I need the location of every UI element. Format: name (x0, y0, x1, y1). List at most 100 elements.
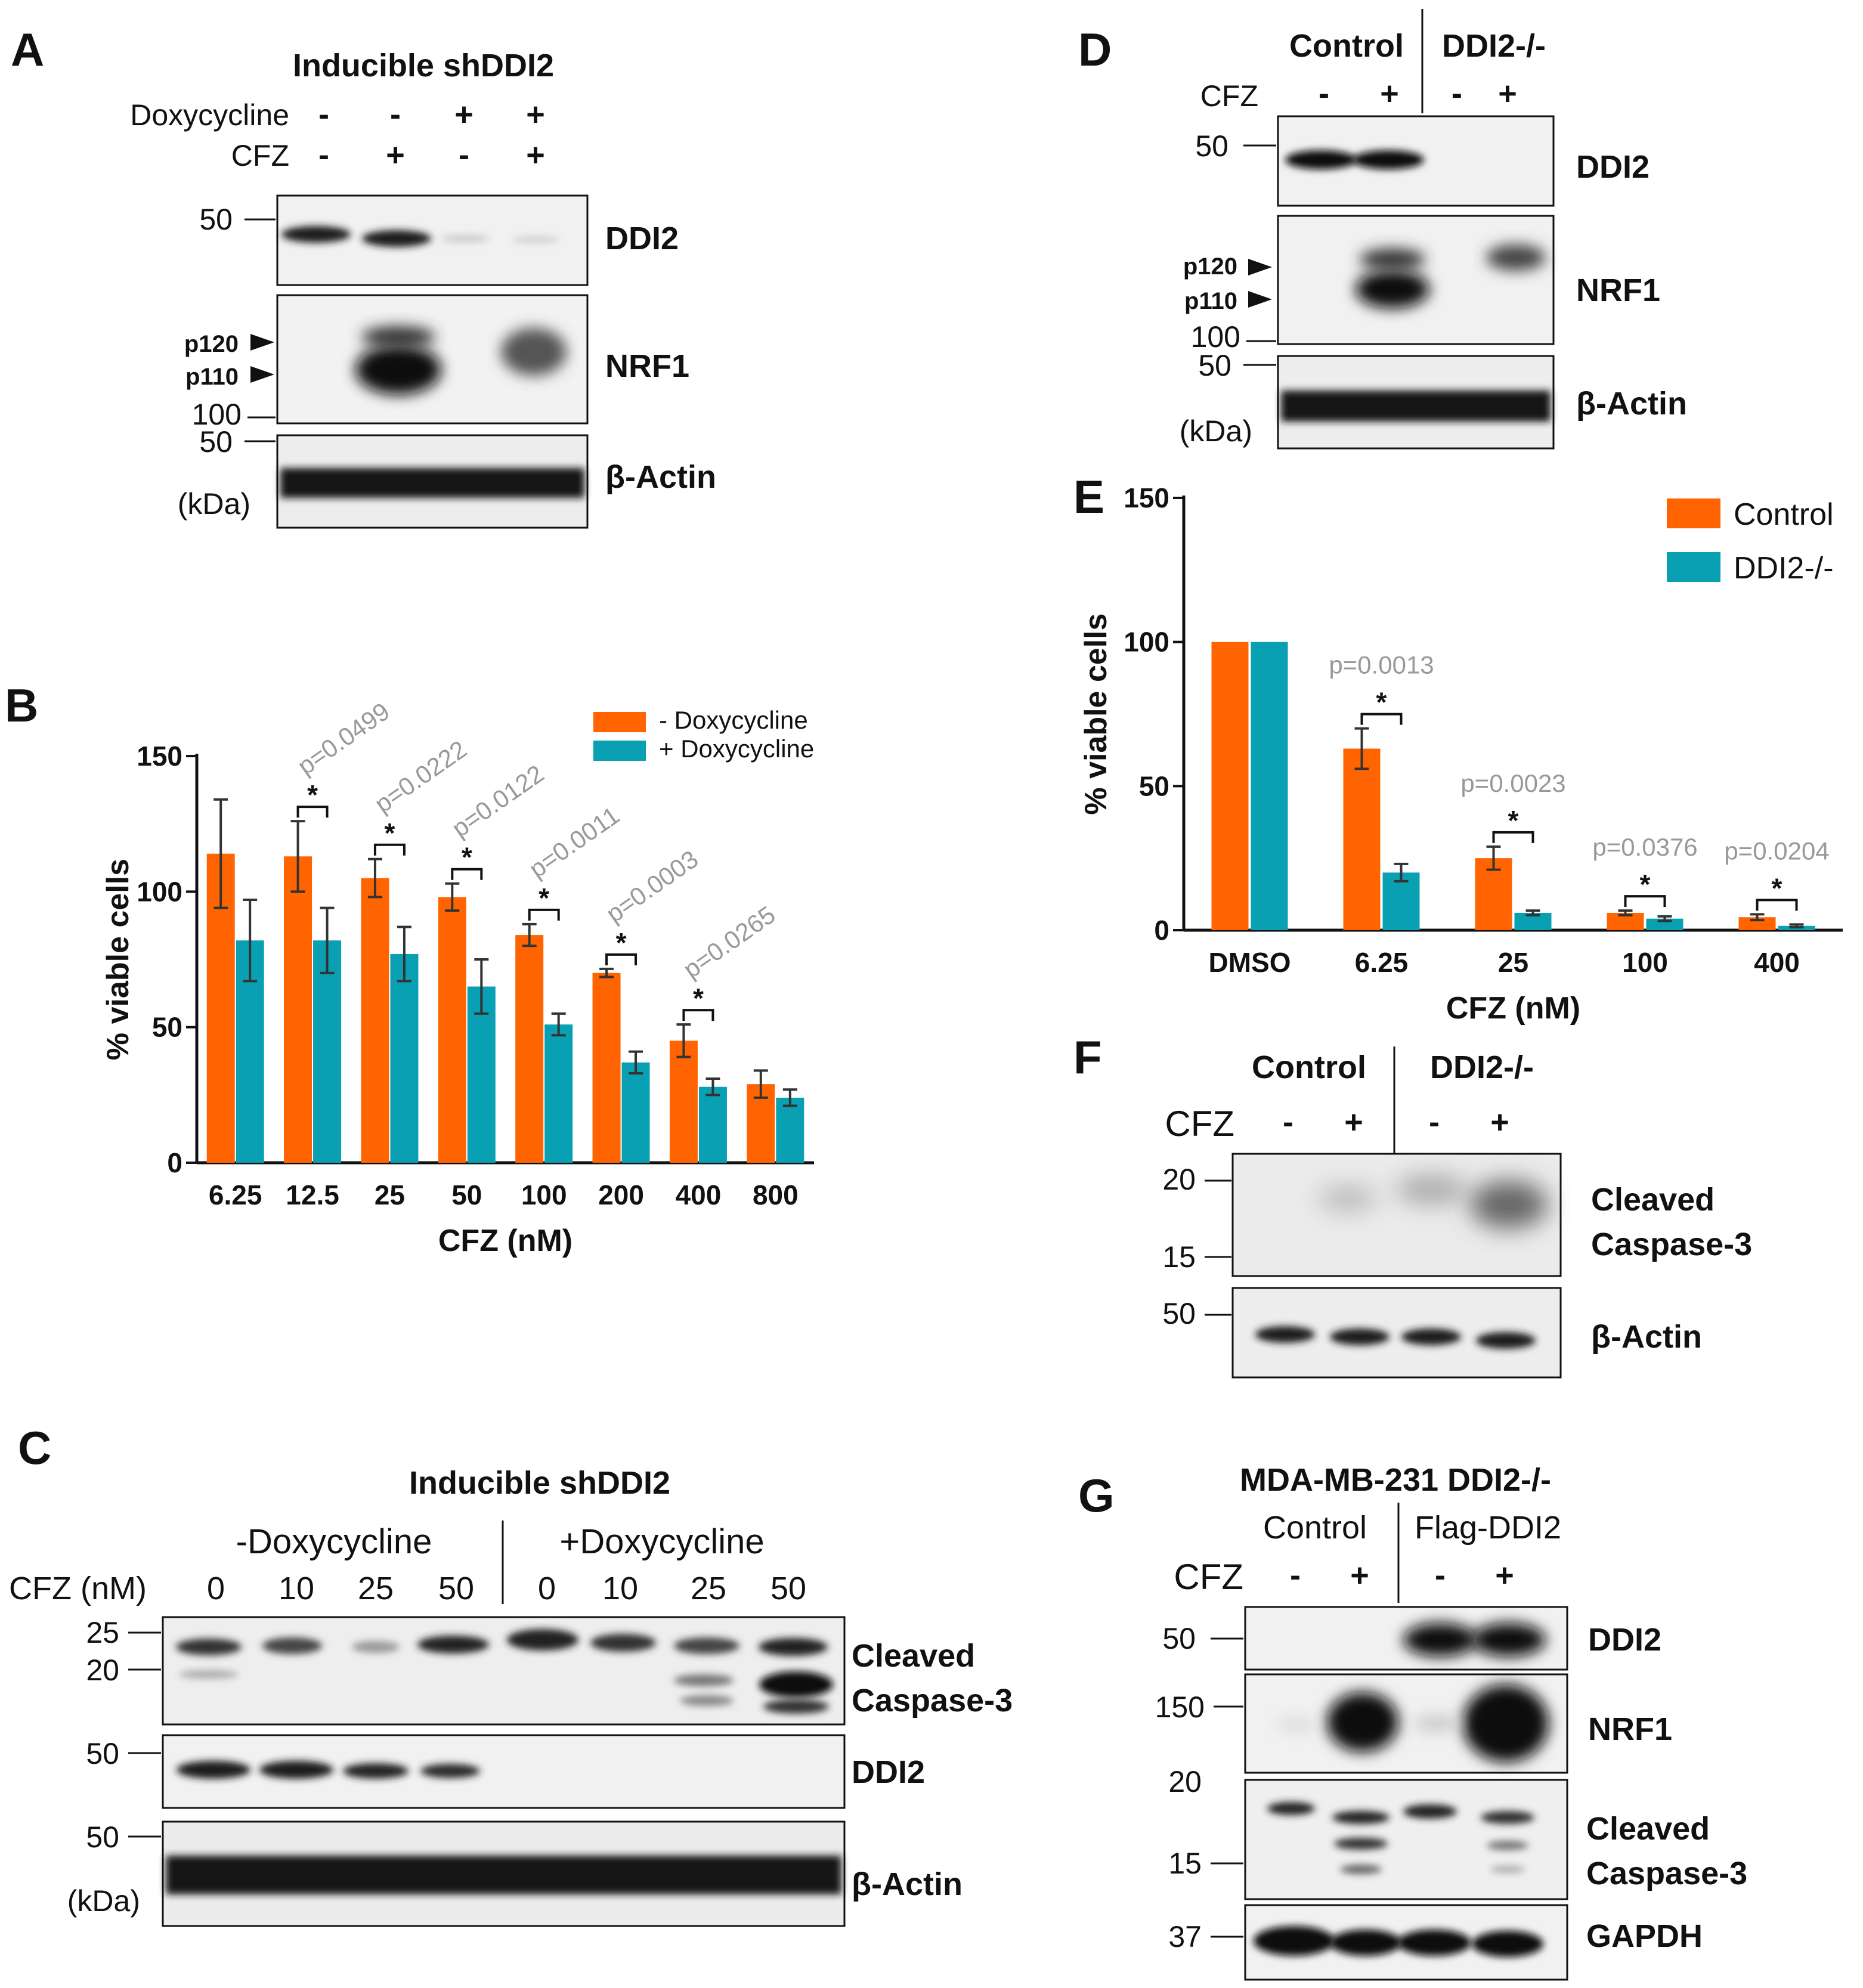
panel-e: E 0 50 100 150 DMSO 6.25 25 100 400 CFZ (nM) % via… (1073, 470, 1843, 1026)
group-label: Control (1252, 1049, 1366, 1085)
mw-marker: 20 (1162, 1163, 1196, 1196)
row-label: CFZ (nM) (9, 1571, 147, 1606)
significance-bracket (1360, 713, 1403, 725)
sign: + (1490, 1104, 1509, 1140)
x-tick-label: 25 (375, 1179, 405, 1210)
significance-star: * (462, 842, 472, 873)
significance-star: * (1508, 805, 1519, 836)
blot-label: DDI2 (1588, 1622, 1661, 1658)
band (1332, 1811, 1389, 1824)
blot-label: Cleaved (1591, 1182, 1715, 1218)
mw-marker: 15 (1168, 1847, 1202, 1880)
x-tick-label: 800 (753, 1179, 799, 1210)
blot-label: Cleaved (1586, 1811, 1710, 1847)
p-value: p=0.0499 (292, 697, 394, 781)
band (280, 468, 584, 498)
x-tick-label: 25 (1498, 947, 1528, 978)
band (355, 345, 441, 395)
band (1285, 150, 1357, 169)
dose: 10 (278, 1571, 314, 1606)
panel-a-title: Inducible shDDI2 (293, 48, 554, 83)
legend-swatch (1667, 552, 1720, 582)
kda-label: (kDa) (67, 1884, 140, 1918)
panel-a-label: A (11, 23, 44, 76)
blot-label: NRF1 (1576, 273, 1660, 308)
sign: + (1495, 1557, 1514, 1593)
mw-marker: 37 (1168, 1920, 1202, 1953)
group-label: DDI2-/- (1442, 28, 1546, 64)
significance-bracket (605, 953, 637, 965)
blot-label: Caspase-3 (1586, 1856, 1747, 1891)
panel-a: A Inducible shDDI2 Doxycycline CFZ - - +… (11, 23, 716, 529)
mw-marker: 50 (86, 1820, 119, 1854)
bar (467, 986, 496, 1163)
sign: + (1344, 1104, 1363, 1140)
sign: - (1429, 1104, 1440, 1140)
band (1403, 1623, 1477, 1656)
x-tick-label: 6.25 (209, 1179, 262, 1210)
blot-label: DDI2 (1576, 149, 1650, 185)
band (759, 1671, 833, 1698)
y-tick-label: 0 (167, 1147, 182, 1178)
mw-marker: 150 (1155, 1690, 1205, 1724)
band (1281, 391, 1551, 422)
band (1353, 150, 1424, 169)
panel-a-sign: + (526, 137, 545, 173)
bar (361, 878, 389, 1163)
band (1481, 1811, 1534, 1824)
band (176, 1639, 242, 1655)
panel-a-sign: + (526, 97, 545, 132)
significance-star: * (1772, 872, 1782, 903)
y-axis-title: % viable cells (101, 859, 135, 1060)
blot-caspase (1244, 1779, 1568, 1900)
x-tick-label: 100 (521, 1179, 567, 1210)
mw-marker: p120 (1183, 253, 1237, 280)
x-tick-label: 200 (598, 1179, 644, 1210)
panel-d: D Control DDI2-/- CFZ - + - + DDI2 50 NR… (1078, 9, 1687, 450)
band (1356, 270, 1429, 308)
sign: - (1435, 1557, 1446, 1593)
blot-label: Caspase-3 (852, 1683, 1013, 1718)
bar (698, 1086, 727, 1163)
blot-label: DDI2 (605, 221, 679, 256)
p-value: p=0.0013 (1329, 651, 1434, 679)
legend-swatch (1667, 498, 1720, 528)
p-value: p=0.0003 (601, 845, 703, 928)
sign: - (1452, 76, 1462, 112)
kda-label: (kDa) (178, 487, 250, 521)
dose: 0 (538, 1571, 556, 1606)
band (1472, 1931, 1543, 1957)
blot-label: Caspase-3 (1591, 1227, 1752, 1262)
panel-f: F Control DDI2-/- CFZ - + - + Cleaved Ca… (1073, 1031, 1752, 1379)
significance-star: * (307, 779, 318, 810)
mw-marker: 50 (1162, 1622, 1196, 1655)
bar (390, 953, 419, 1163)
group-label: Control (1263, 1510, 1367, 1546)
bar (1738, 917, 1776, 930)
dose: 10 (602, 1571, 638, 1606)
mw-marker: 20 (1168, 1765, 1202, 1798)
y-tick-label: 150 (137, 741, 182, 772)
band (1463, 1684, 1549, 1762)
legend-swatch (593, 741, 646, 761)
dose: 0 (207, 1571, 225, 1606)
group-label: -Doxycycline (236, 1522, 432, 1561)
x-tick-label: 6.25 (1355, 947, 1409, 978)
band (1254, 1926, 1335, 1956)
panel-g: G MDA-MB-231 DDI2-/- Control Flag-DDI2 C… (1078, 1462, 1747, 1981)
mw-marker: p110 (185, 364, 239, 390)
band (1487, 1841, 1528, 1850)
band (343, 1763, 409, 1779)
bar (438, 897, 466, 1163)
y-tick-label: 50 (152, 1012, 182, 1043)
band (1327, 1692, 1398, 1752)
y-tick-label: 100 (1124, 627, 1169, 658)
band (763, 1699, 829, 1714)
x-tick-label: 100 (1622, 947, 1668, 978)
panel-c: C Inducible shDDI2 -Doxycycline +Doxycyc… (9, 1422, 1013, 1927)
significance-star: * (539, 882, 549, 914)
bar (544, 1024, 573, 1163)
blot-label: NRF1 (1588, 1711, 1672, 1747)
band (674, 1637, 739, 1654)
significance-bracket (373, 843, 406, 856)
